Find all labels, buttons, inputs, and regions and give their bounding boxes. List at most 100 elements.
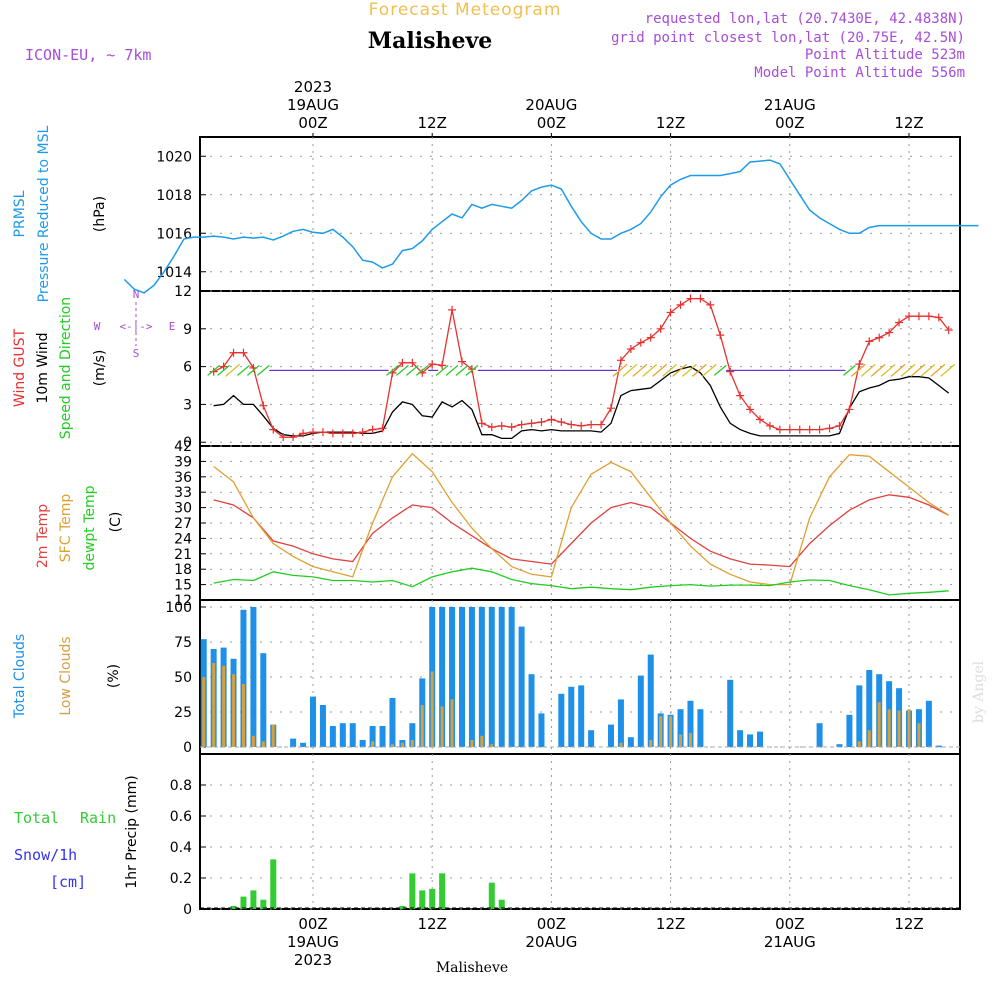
- y-tick-label: 0: [183, 902, 192, 918]
- total-cloud-bar: [409, 723, 416, 747]
- wind-direction-arrow: [455, 364, 469, 376]
- compass-n: N: [133, 288, 140, 301]
- temp-sfc-line: [213, 452, 950, 586]
- bottom-time-label: 00Z: [775, 915, 804, 933]
- wind-label-gust: Wind GUST: [12, 328, 28, 407]
- wind-direction-arrow: [237, 364, 250, 376]
- total-cloud-bar: [300, 742, 307, 747]
- total-cloud-bar: [757, 731, 763, 747]
- low-cloud-bar: [390, 744, 394, 747]
- total-cloud-bar: [488, 607, 495, 747]
- gust-marker: [378, 424, 387, 433]
- rain-bar: [250, 890, 257, 909]
- gust-marker: [716, 331, 725, 340]
- gust-marker: [885, 328, 894, 337]
- point-altitude: Point Altitude 523m: [805, 47, 965, 63]
- chart-subtitle: Forecast Meteogram: [369, 0, 562, 20]
- low-cloud-bar: [371, 741, 375, 747]
- gust-marker: [338, 429, 347, 438]
- y-tick-label: 12: [174, 284, 192, 300]
- total-cloud-bar: [856, 685, 863, 747]
- gust-marker: [577, 421, 586, 430]
- y-tick-label: 39: [174, 454, 192, 470]
- wind-direction-arrow: [890, 363, 906, 377]
- gust-marker: [706, 300, 715, 309]
- wind-label-speed-dir: Speed and Direction: [58, 297, 74, 439]
- wind-direction-arrow: [642, 363, 658, 377]
- gust-marker: [865, 337, 874, 346]
- pressure-label-prmsl: PRMSL: [12, 190, 28, 237]
- gust-marker: [497, 421, 506, 430]
- wind-direction-arrow: [612, 363, 628, 377]
- gust-marker: [805, 425, 814, 434]
- cloud-unit: (%): [106, 664, 122, 688]
- rain-bar: [409, 873, 416, 909]
- low-cloud-bar: [907, 709, 911, 747]
- compass-rose: N S W E <-|->: [94, 288, 176, 360]
- wind-direction-arrow: [386, 364, 399, 376]
- gust-marker: [587, 420, 596, 429]
- y-tick-label: 15: [174, 578, 192, 594]
- y-tick-label: 1014: [156, 265, 192, 281]
- low-cloud-bar: [251, 735, 255, 747]
- wind-direction-arrow: [435, 364, 449, 376]
- total-cloud-bar: [260, 653, 267, 747]
- gust-marker: [815, 425, 824, 434]
- gust-marker: [557, 418, 566, 427]
- low-cloud-bar: [688, 733, 692, 747]
- low-cloud-bar: [430, 671, 434, 747]
- low-cloud-bar: [877, 702, 881, 747]
- bottom-time-label: 12Z: [418, 915, 447, 933]
- y-tick-label: 12: [174, 593, 192, 609]
- bottom-time-label: 12Z: [894, 915, 923, 933]
- gust-marker: [289, 433, 298, 442]
- total-cloud-bar: [329, 726, 336, 747]
- total-cloud-bar: [310, 696, 316, 747]
- gust-marker: [438, 361, 447, 370]
- gust-marker: [765, 421, 774, 430]
- gust-marker: [845, 405, 854, 414]
- rain-bar: [399, 905, 406, 909]
- low-cloud-bar: [669, 716, 673, 747]
- gust-marker: [775, 425, 784, 434]
- gust-marker: [448, 305, 457, 314]
- top-time-label: 00Z: [775, 114, 804, 132]
- y-tick-label: 0: [183, 740, 192, 756]
- precip-label-rain: Rain: [80, 809, 116, 827]
- gust-marker: [666, 308, 675, 317]
- model-point-altitude: Model Point Altitude 556m: [754, 65, 965, 81]
- bottom-time-label: 00Z: [537, 915, 566, 933]
- total-cloud-bar: [647, 654, 654, 747]
- rain-bar: [429, 888, 436, 909]
- pressure-unit: (hPa): [92, 196, 108, 232]
- total-cloud-bar: [727, 679, 734, 747]
- wind-direction-arrow: [860, 363, 876, 377]
- wind-direction-arrow: [910, 363, 926, 377]
- gust-marker: [825, 424, 834, 433]
- wind-direction-arrow: [415, 364, 429, 376]
- total-cloud-bar: [439, 607, 446, 747]
- total-cloud-bar: [449, 607, 456, 747]
- wind-direction-arrow: [713, 364, 727, 376]
- total-cloud-bar: [290, 738, 297, 747]
- low-cloud-bar: [867, 730, 871, 747]
- rain-bar: [240, 896, 247, 909]
- gust-marker: [835, 421, 844, 430]
- low-cloud-bar: [470, 740, 474, 747]
- gust-marker: [318, 428, 327, 437]
- gust-marker: [428, 360, 437, 369]
- low-cloud-bar: [857, 741, 861, 747]
- gust-marker: [626, 344, 635, 353]
- gust-marker: [686, 294, 695, 303]
- total-cloud-bar: [737, 730, 744, 747]
- temp-panel-labels: 2m Temp SFC Temp dewpt Temp (C): [35, 485, 124, 570]
- low-cloud-bar: [241, 684, 245, 747]
- panel-frame-1: [199, 290, 961, 447]
- low-cloud-bar: [232, 674, 236, 747]
- total-cloud-bar: [478, 607, 485, 747]
- wind-direction-arrow: [405, 364, 419, 376]
- panel-frame-4: [199, 753, 961, 910]
- low-cloud-bar: [887, 709, 891, 747]
- total-cloud-bar: [836, 744, 843, 747]
- dewpoint-line: [213, 567, 949, 596]
